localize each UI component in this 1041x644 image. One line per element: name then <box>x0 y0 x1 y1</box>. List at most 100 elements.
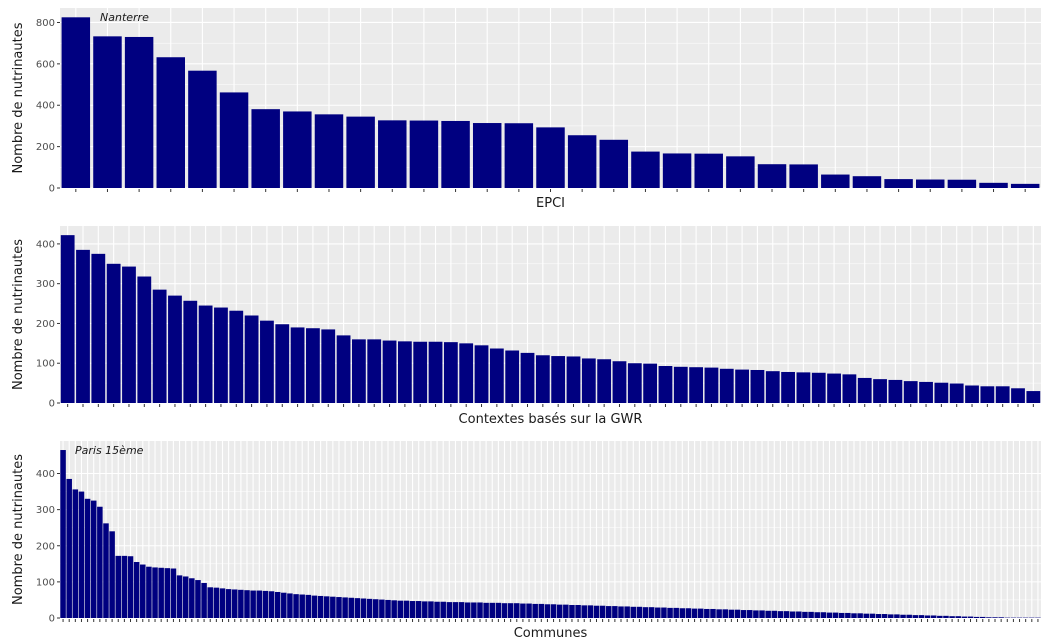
y-tick-label: 200 <box>36 319 55 330</box>
bar <box>821 174 850 188</box>
bar <box>201 582 207 618</box>
bar <box>961 616 968 618</box>
bar <box>504 123 534 188</box>
bar <box>422 601 428 618</box>
bar <box>440 601 446 618</box>
bar <box>495 602 502 618</box>
bar <box>716 609 722 618</box>
bar <box>924 615 931 618</box>
bar <box>231 589 238 618</box>
bar <box>789 611 796 618</box>
bar <box>1026 391 1041 403</box>
bar <box>827 373 841 403</box>
bar <box>802 611 808 618</box>
bar <box>826 612 833 618</box>
bar <box>605 606 612 618</box>
bar <box>832 612 839 618</box>
bar <box>244 590 250 618</box>
bar <box>618 606 624 618</box>
bar <box>103 523 109 618</box>
bar <box>979 616 986 618</box>
bar <box>489 348 504 403</box>
bar <box>740 610 747 618</box>
bar <box>124 36 154 189</box>
panel-background <box>60 441 1041 618</box>
bar <box>78 491 85 618</box>
bar <box>992 617 998 618</box>
bar <box>808 611 814 618</box>
bar <box>428 601 434 618</box>
bar <box>673 366 688 403</box>
bar <box>753 610 759 618</box>
bar <box>90 500 97 618</box>
bar <box>66 478 72 618</box>
bar <box>501 603 508 618</box>
bar <box>229 310 244 403</box>
bar <box>106 263 121 403</box>
bar <box>857 377 872 403</box>
bar <box>636 606 643 618</box>
y-tick-label: 600 <box>36 59 55 70</box>
bar <box>146 566 152 618</box>
bar <box>949 383 964 403</box>
bar <box>906 614 912 618</box>
bar <box>599 605 606 618</box>
bar <box>771 610 778 618</box>
bar <box>281 592 287 618</box>
bar <box>385 599 391 618</box>
bar <box>536 127 565 188</box>
bar <box>299 594 305 618</box>
y-tick-label: 400 <box>36 239 55 250</box>
chart-panel-1: 0 200 400 600 800 Nanterre EPCI Nombre de nutri… <box>11 8 1041 211</box>
bar <box>507 603 514 618</box>
bar <box>965 385 979 403</box>
bar <box>397 341 412 403</box>
bar <box>888 379 903 403</box>
bar <box>863 613 870 618</box>
bar <box>489 602 496 618</box>
y-tick-label: 0 <box>49 399 55 410</box>
bar <box>719 368 734 403</box>
bar <box>710 608 716 618</box>
bar <box>612 606 618 618</box>
bar <box>140 564 146 618</box>
bar <box>321 329 336 403</box>
x-axis-label: Communes <box>514 626 588 641</box>
bar <box>689 367 704 403</box>
bar <box>704 367 719 403</box>
y-axis-label: Nombre de nutrinautes <box>11 454 26 605</box>
bar <box>275 324 290 403</box>
bar <box>661 607 667 618</box>
bar <box>441 120 470 188</box>
bar <box>72 489 79 618</box>
bar <box>244 315 259 403</box>
bar <box>550 604 557 618</box>
bar <box>330 596 336 618</box>
bar <box>127 556 134 618</box>
bar <box>472 123 502 188</box>
bar <box>949 616 955 618</box>
bar <box>122 266 136 403</box>
bar <box>290 327 305 403</box>
bar <box>662 153 692 188</box>
bar <box>627 363 642 403</box>
bar <box>348 597 354 618</box>
bar <box>452 602 459 618</box>
bar <box>624 606 630 618</box>
bar <box>97 506 103 618</box>
bar <box>214 307 228 403</box>
bar <box>158 567 164 618</box>
bar <box>851 613 857 618</box>
bar <box>526 603 532 618</box>
bar <box>379 599 385 618</box>
bar <box>403 600 410 618</box>
bar <box>673 607 679 618</box>
bar <box>759 610 765 618</box>
bar <box>91 253 106 403</box>
bar <box>967 616 974 618</box>
bar <box>667 607 673 618</box>
y-tick-label: 400 <box>36 469 55 480</box>
bar <box>477 602 483 618</box>
bar <box>722 609 728 618</box>
bar <box>474 345 489 403</box>
